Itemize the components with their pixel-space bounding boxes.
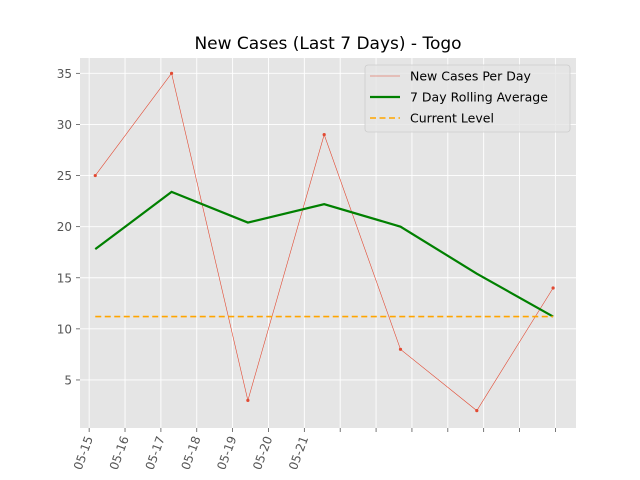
data-point	[246, 398, 250, 403]
legend-label: New Cases Per Day	[410, 69, 531, 84]
chart-title: New Cases (Last 7 Days) - Togo	[194, 34, 461, 54]
y-tick-label: 10	[57, 322, 72, 336]
data-point	[475, 409, 479, 413]
y-axis: 5 10 15 20 25 30 35	[57, 67, 80, 387]
data-point	[398, 347, 403, 351]
x-axis: 05-15 05-16 05-17 05-18 05-19 05-20 05-21	[71, 428, 556, 472]
series-group	[93, 71, 555, 413]
x-tick-label: 05-21	[286, 434, 311, 472]
data-point	[551, 286, 555, 290]
x-tick-label: 05-15	[71, 434, 96, 472]
x-tick-label: 05-18	[178, 434, 203, 472]
y-tick-label: 25	[57, 169, 72, 183]
data-point	[93, 173, 97, 178]
x-tick-label: 05-20	[250, 434, 275, 472]
y-tick-label: 15	[57, 271, 72, 285]
x-tick-label: 05-17	[143, 434, 168, 472]
legend-box	[364, 64, 571, 133]
data-point	[169, 71, 174, 75]
legend: New Cases Per Day 7 Day Rolling Average Cu…	[364, 64, 571, 133]
y-tick-label: 30	[57, 118, 72, 132]
legend-label: 7 Day Rolling Average	[410, 90, 548, 105]
y-tick-label: 35	[57, 67, 72, 81]
x-tick-label: 05-16	[107, 434, 132, 472]
y-tick-label: 5	[64, 373, 72, 387]
data-point	[322, 133, 326, 137]
grid	[80, 58, 576, 428]
series-line-1	[94, 190, 554, 318]
y-tick-label: 20	[57, 220, 72, 234]
x-tick-label: 05-19	[214, 434, 239, 472]
legend-label: Current Level	[410, 111, 494, 126]
